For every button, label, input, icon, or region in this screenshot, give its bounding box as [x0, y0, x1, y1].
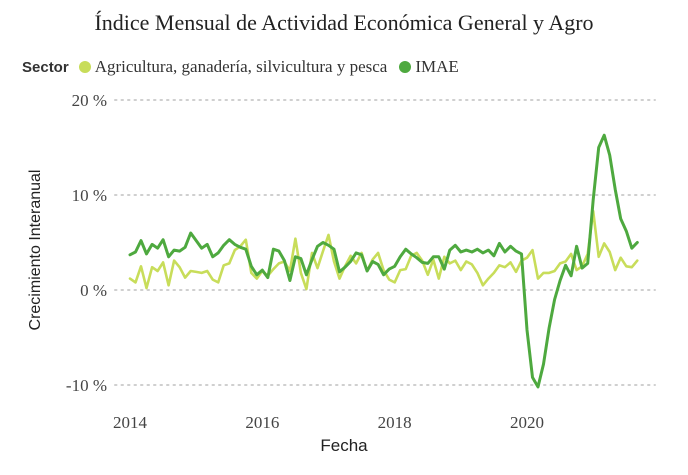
legend-label-agro: Agricultura, ganadería, silvicultura y p… — [94, 57, 388, 76]
legend-swatch-agro — [78, 61, 91, 73]
legend-label-imae: IMAE — [415, 57, 459, 76]
x-tick-label: 2020 — [510, 413, 544, 432]
x-axis-label: Fecha — [320, 436, 368, 455]
chart-title: Índice Mensual de Actividad Económica Ge… — [94, 10, 594, 35]
legend-title: Sector — [22, 58, 69, 76]
series-line-agro[interactable] — [128, 209, 639, 291]
legend: Sector Agricultura, ganadería, silvicult… — [22, 57, 471, 77]
legend-item-imae[interactable]: IMAE — [399, 57, 459, 77]
x-tick-label: 2016 — [245, 413, 279, 432]
y-tick-label: 10 % — [72, 186, 107, 205]
series-line-imae[interactable] — [128, 133, 639, 389]
x-tick-label: 2014 — [113, 413, 148, 432]
y-tick-label: 0 % — [80, 281, 107, 300]
legend-item-agro[interactable]: Agricultura, ganadería, silvicultura y p… — [78, 57, 388, 77]
x-tick-label: 2018 — [378, 413, 412, 432]
legend-swatch-imae — [399, 61, 412, 73]
y-tick-label: 20 % — [72, 91, 107, 110]
y-tick-label: -10 % — [66, 376, 107, 395]
